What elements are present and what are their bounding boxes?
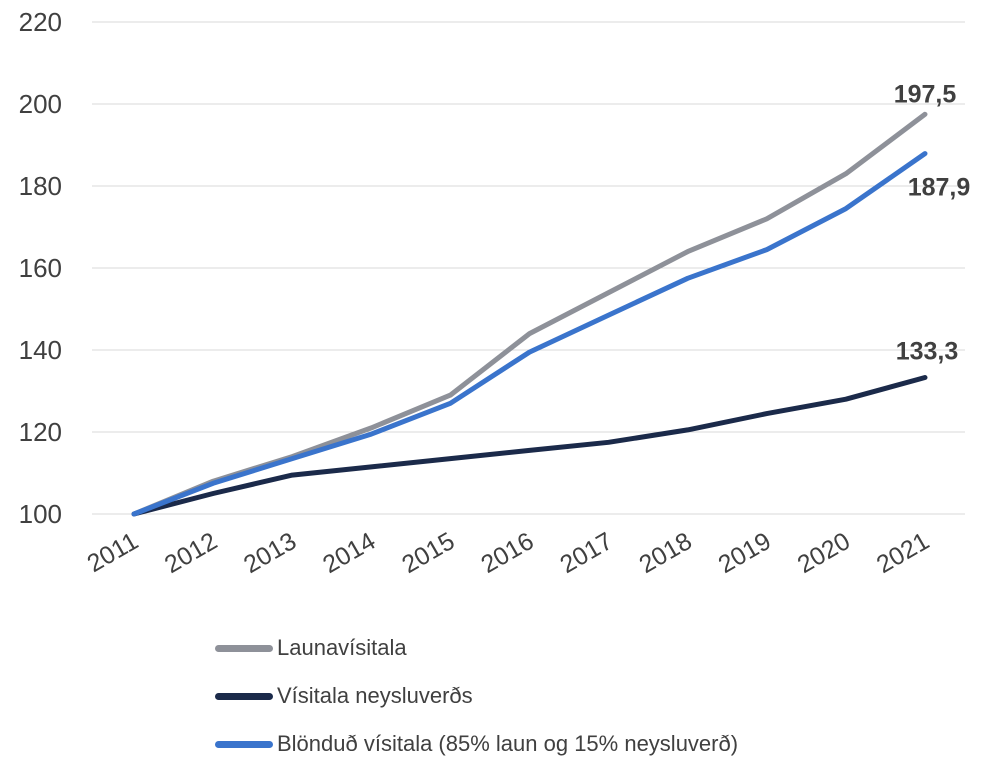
legend-item-launavisitala: Launavísitala xyxy=(215,624,738,672)
legend-swatch xyxy=(215,692,273,700)
data-labels: 197,5 133,3 187,9 xyxy=(894,80,971,365)
y-tick-label: 160 xyxy=(19,253,62,283)
x-tick-label: 2015 xyxy=(397,527,459,579)
x-tick-label: 2019 xyxy=(714,527,776,579)
x-tick-label: 2011 xyxy=(82,527,143,578)
y-tick-label: 140 xyxy=(19,335,62,365)
x-tick-label: 2014 xyxy=(318,527,380,579)
x-axis-ticks: 2011 2012 2013 2014 2015 2016 2017 2018 2019 2020… xyxy=(82,527,934,579)
legend-item-blondud-visitala: Blönduð vísitala (85% laun og 15% neyslu… xyxy=(215,720,738,768)
x-tick-label: 2017 xyxy=(555,527,617,579)
series-line xyxy=(131,375,928,517)
series-line xyxy=(131,111,928,517)
legend-swatch xyxy=(215,644,273,652)
data-label: 197,5 xyxy=(894,80,957,108)
x-tick-label: 2012 xyxy=(160,527,222,579)
series-lines xyxy=(131,111,928,517)
x-tick-label: 2018 xyxy=(635,527,697,579)
y-tick-label: 180 xyxy=(19,171,62,201)
y-tick-label: 120 xyxy=(19,417,62,447)
x-tick-label: 2016 xyxy=(476,527,538,579)
x-tick-label: 2021 xyxy=(872,527,934,579)
data-label: 187,9 xyxy=(908,174,971,202)
legend-item-visitala-neysluverds: Vísitala neysluverðs xyxy=(215,672,738,720)
x-tick-label: 2013 xyxy=(239,527,301,579)
legend-label: Vísitala neysluverðs xyxy=(277,683,473,708)
legend-swatch xyxy=(215,740,273,748)
gridlines xyxy=(92,21,965,515)
y-tick-label: 100 xyxy=(19,499,62,529)
data-label: 133,3 xyxy=(896,337,959,365)
y-tick-label: 220 xyxy=(19,7,62,37)
x-tick-label: 2020 xyxy=(793,527,855,579)
legend-label: Launavísitala xyxy=(277,635,407,660)
series-line xyxy=(131,151,928,517)
legend: Launavísitala Vísitala neysluverðs Blönd… xyxy=(215,624,738,768)
y-axis-ticks: 100 120 140 160 180 200 220 xyxy=(19,7,62,529)
y-tick-label: 200 xyxy=(19,89,62,119)
legend-label: Blönduð vísitala (85% laun og 15% neyslu… xyxy=(277,731,739,756)
